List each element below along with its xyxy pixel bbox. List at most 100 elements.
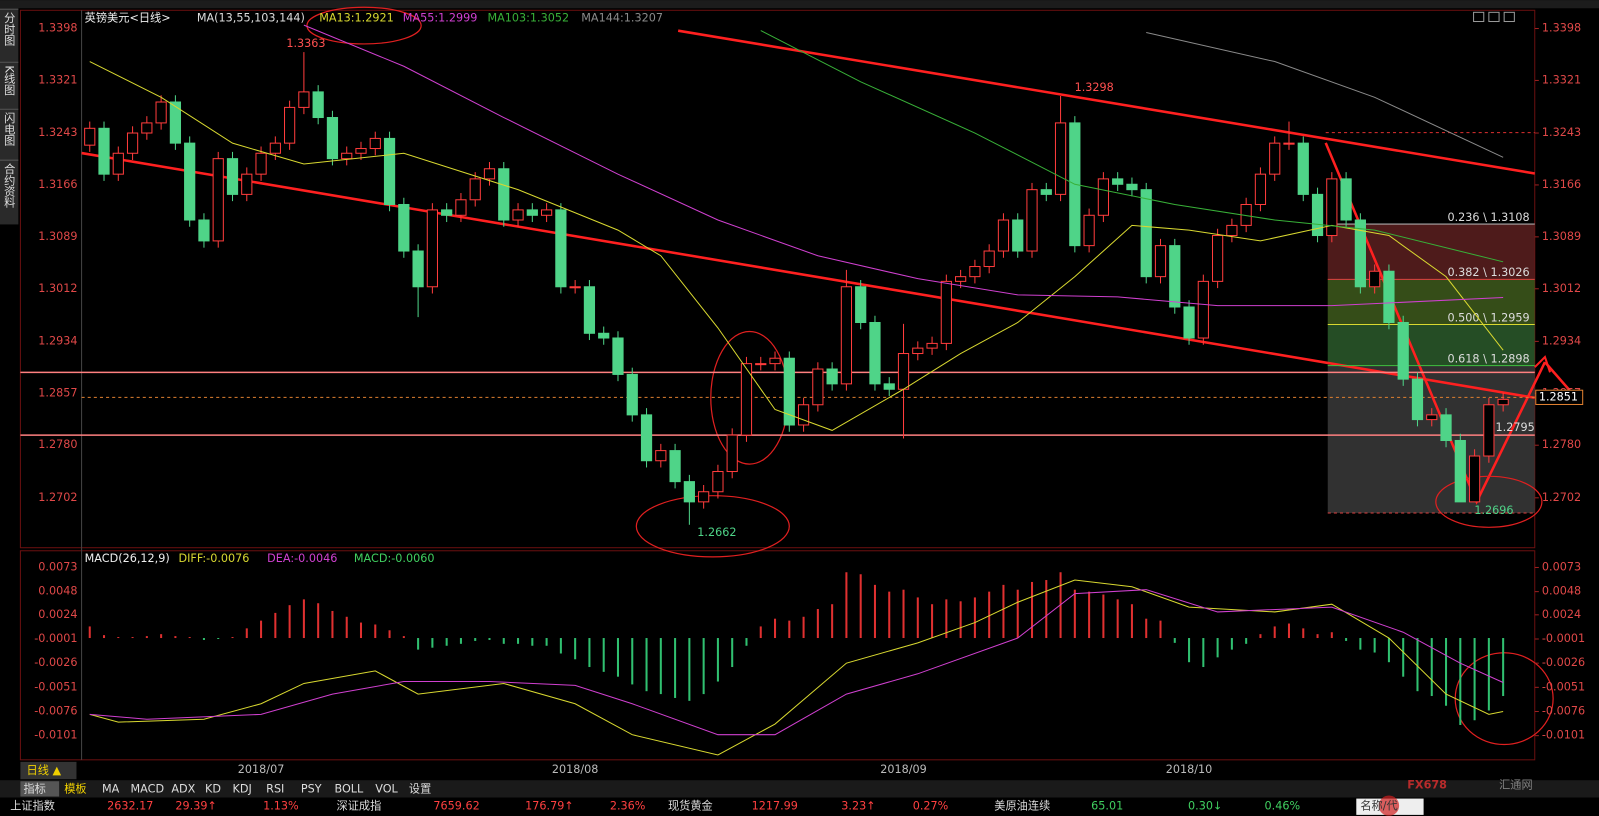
sidebar-tab[interactable]: 闪电图 xyxy=(3,111,16,146)
last-price-box xyxy=(1535,389,1584,405)
candle-body xyxy=(1283,142,1295,145)
y-tick-label: 1.3398 xyxy=(1542,22,1581,35)
tab[interactable]: MACD xyxy=(131,782,165,795)
legend-entry: MA13:1.2921 xyxy=(319,11,394,24)
y-tick-label: 1.2702 xyxy=(1542,491,1581,504)
tab[interactable]: KD xyxy=(205,782,221,795)
tab[interactable]: ADX xyxy=(171,782,195,795)
candle-body xyxy=(98,127,110,175)
candle-body xyxy=(797,404,810,426)
indicator-line xyxy=(89,589,1504,736)
candle-body xyxy=(341,152,353,160)
chart-title: 英镑美元<日线> xyxy=(85,10,171,24)
candle-body xyxy=(184,142,196,221)
ticker-pct: 0.46% xyxy=(1265,800,1301,813)
tab[interactable]: PSY xyxy=(301,782,322,795)
candle-body xyxy=(926,342,938,349)
period-label[interactable]: 日线 ▲ xyxy=(27,763,62,777)
ticker-change: 176.79↑ xyxy=(525,800,574,813)
candle-body xyxy=(155,101,167,124)
tab[interactable]: 指标 xyxy=(23,781,45,795)
y-tick-label: 1.3321 xyxy=(1542,73,1581,86)
tab[interactable]: BOLL xyxy=(334,782,364,795)
price-label: 1.2662 xyxy=(697,526,736,539)
y-tick-label: 1.2857 xyxy=(38,386,77,399)
candle-body xyxy=(126,132,139,154)
tab[interactable]: 设置 xyxy=(409,782,431,795)
candle-body xyxy=(883,383,895,390)
candle-body xyxy=(1097,178,1110,216)
ticker-name: 现货黄金 xyxy=(668,799,713,813)
legend-entry: DEA:-0.0046 xyxy=(267,552,337,565)
search-placeholder[interactable]: 名称/代 xyxy=(1360,799,1397,813)
ticker-name: 上证指数 xyxy=(10,799,55,813)
candle-body xyxy=(383,137,396,206)
y-tick-label: -0.0001 xyxy=(34,632,77,645)
tab[interactable]: RSI xyxy=(266,782,284,795)
candle-body xyxy=(1369,270,1381,288)
candle-body xyxy=(469,178,481,201)
candle-body xyxy=(355,148,367,154)
icon xyxy=(1488,11,1500,23)
tab-selected xyxy=(20,781,60,797)
y-tick-label: 1.2780 xyxy=(1542,438,1581,451)
ellipse xyxy=(1435,475,1543,528)
candle-body xyxy=(455,199,467,216)
tab[interactable]: KDJ xyxy=(233,782,252,795)
candle-body xyxy=(1012,219,1024,252)
period-box[interactable] xyxy=(20,761,77,780)
candle-body xyxy=(1226,224,1238,237)
candle-body xyxy=(426,209,438,288)
y-tick-label: -0.0026 xyxy=(1542,656,1585,669)
ticker-change: 29.39↑ xyxy=(175,800,216,813)
candle-body xyxy=(583,286,596,334)
candle-body xyxy=(669,450,681,483)
macd-panel xyxy=(19,550,1536,761)
sidebar-tab[interactable]: K线图 xyxy=(3,65,16,95)
candle-body xyxy=(169,101,182,144)
ticker-change: 3.23↑ xyxy=(841,800,875,813)
candle-body xyxy=(298,91,310,108)
tab[interactable]: 模板 xyxy=(64,781,86,795)
candle-body xyxy=(1340,178,1352,221)
candle-body xyxy=(1211,235,1224,282)
candle-body xyxy=(112,152,124,175)
tab[interactable]: MA xyxy=(102,782,120,795)
candle-body xyxy=(1254,173,1267,206)
y-tick-label: 1.2934 xyxy=(1542,334,1581,347)
y-tick-label: -0.0076 xyxy=(34,704,77,717)
candle-body xyxy=(683,481,695,503)
tab[interactable]: VOL xyxy=(375,782,398,795)
fib-label: 0.236 \ 1.3108 xyxy=(1447,211,1529,224)
candle-body xyxy=(969,266,981,278)
candle-body xyxy=(940,280,952,344)
y-tick-label: -0.0076 xyxy=(1542,704,1585,717)
candle-body xyxy=(284,106,296,144)
candle-body xyxy=(212,158,224,242)
candle-body xyxy=(826,368,838,385)
y-tick-label: 0.0048 xyxy=(38,585,77,598)
trend-line xyxy=(677,29,1535,175)
ellipse xyxy=(635,495,790,558)
fib-label: 0.618 \ 1.2898 xyxy=(1447,353,1529,366)
y-tick-label: 0.0073 xyxy=(1542,560,1581,573)
legend-entry: MACD:-0.0060 xyxy=(354,552,435,565)
candle-body xyxy=(612,337,624,375)
candle-body xyxy=(569,286,581,289)
sidebar-tab[interactable]: 分时图 xyxy=(3,12,16,46)
candle-body xyxy=(1326,178,1338,237)
ticker-change: 0.30↓ xyxy=(1188,800,1222,813)
ticker-bar xyxy=(0,797,1599,816)
fib-label: 0.500 \ 1.2959 xyxy=(1447,311,1529,324)
sidebar-tab[interactable]: 合约资料 xyxy=(3,162,16,209)
y-tick-label: 1.3012 xyxy=(1542,282,1581,295)
x-tick-label: 2018/10 xyxy=(1166,763,1213,776)
candle-body xyxy=(1169,245,1181,308)
candle-body xyxy=(783,357,795,426)
legend-entry: MA144:1.3207 xyxy=(581,11,663,24)
candle-body xyxy=(326,117,339,160)
candle-body xyxy=(897,353,910,390)
y-tick-label: 1.2702 xyxy=(38,491,77,504)
legend-entry: MA103:1.3052 xyxy=(487,11,569,24)
candle-body xyxy=(84,127,96,146)
